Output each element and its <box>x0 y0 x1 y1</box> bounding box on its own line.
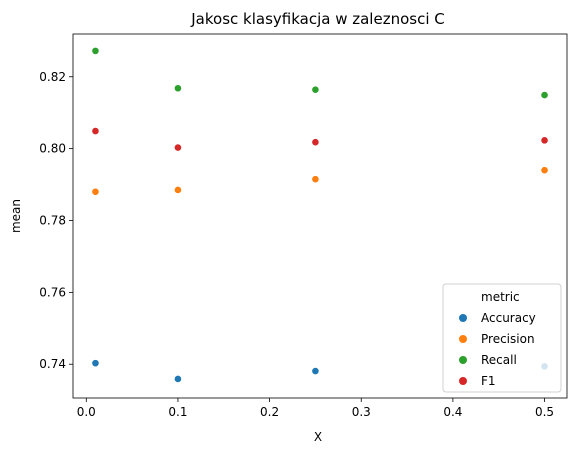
point-precision <box>540 166 549 175</box>
point-precision <box>311 175 320 184</box>
point-accuracy <box>174 375 182 383</box>
x-tick-label: 0.2 <box>260 405 279 419</box>
point-f1 <box>174 143 182 152</box>
point-accuracy <box>91 359 100 368</box>
x-tick-label: 0.1 <box>168 405 187 419</box>
y-tick-label: 0.74 <box>39 357 66 371</box>
data-points <box>91 46 549 383</box>
x-axis-label: X <box>314 430 322 444</box>
point-precision <box>91 187 100 196</box>
point-f1 <box>540 136 549 145</box>
y-axis-label: mean <box>9 199 23 233</box>
legend: metric Accuracy Precision Recall F1 <box>442 283 562 393</box>
axis-ticks: 0.0 0.1 0.2 0.3 0.4 0.5 0.74 0.76 0.78 0.80 0.82 <box>39 70 554 419</box>
legend-label-precision: Precision <box>481 332 535 346</box>
point-recall <box>540 91 549 99</box>
point-recall <box>311 85 320 94</box>
x-tick-label: 0.4 <box>443 405 462 419</box>
y-tick-label: 0.78 <box>39 213 66 227</box>
legend-marker-accuracy <box>459 314 467 322</box>
legend-marker-recall <box>459 356 467 364</box>
chart-title: Jakosc klasyfikacja w zaleznosci C <box>190 10 444 28</box>
x-tick-label: 0.0 <box>77 405 96 419</box>
legend-label-f1: F1 <box>481 374 496 388</box>
plot-frame <box>72 33 568 399</box>
legend-marker-f1 <box>459 377 467 385</box>
legend-box <box>442 283 562 393</box>
legend-label-recall: Recall <box>481 353 517 367</box>
point-f1 <box>311 138 320 147</box>
y-tick-label: 0.82 <box>39 70 66 84</box>
y-tick-label: 0.76 <box>39 285 66 299</box>
y-tick-label: 0.80 <box>39 142 66 156</box>
x-tick-label: 0.3 <box>352 405 371 419</box>
legend-marker-precision <box>459 335 467 343</box>
point-accuracy <box>311 367 320 375</box>
x-tick-label: 0.5 <box>535 405 554 419</box>
point-recall <box>91 46 100 55</box>
legend-title: metric <box>481 290 520 304</box>
point-recall <box>174 84 182 93</box>
point-f1 <box>91 127 100 135</box>
point-precision <box>174 186 182 194</box>
legend-label-accuracy: Accuracy <box>481 311 536 325</box>
